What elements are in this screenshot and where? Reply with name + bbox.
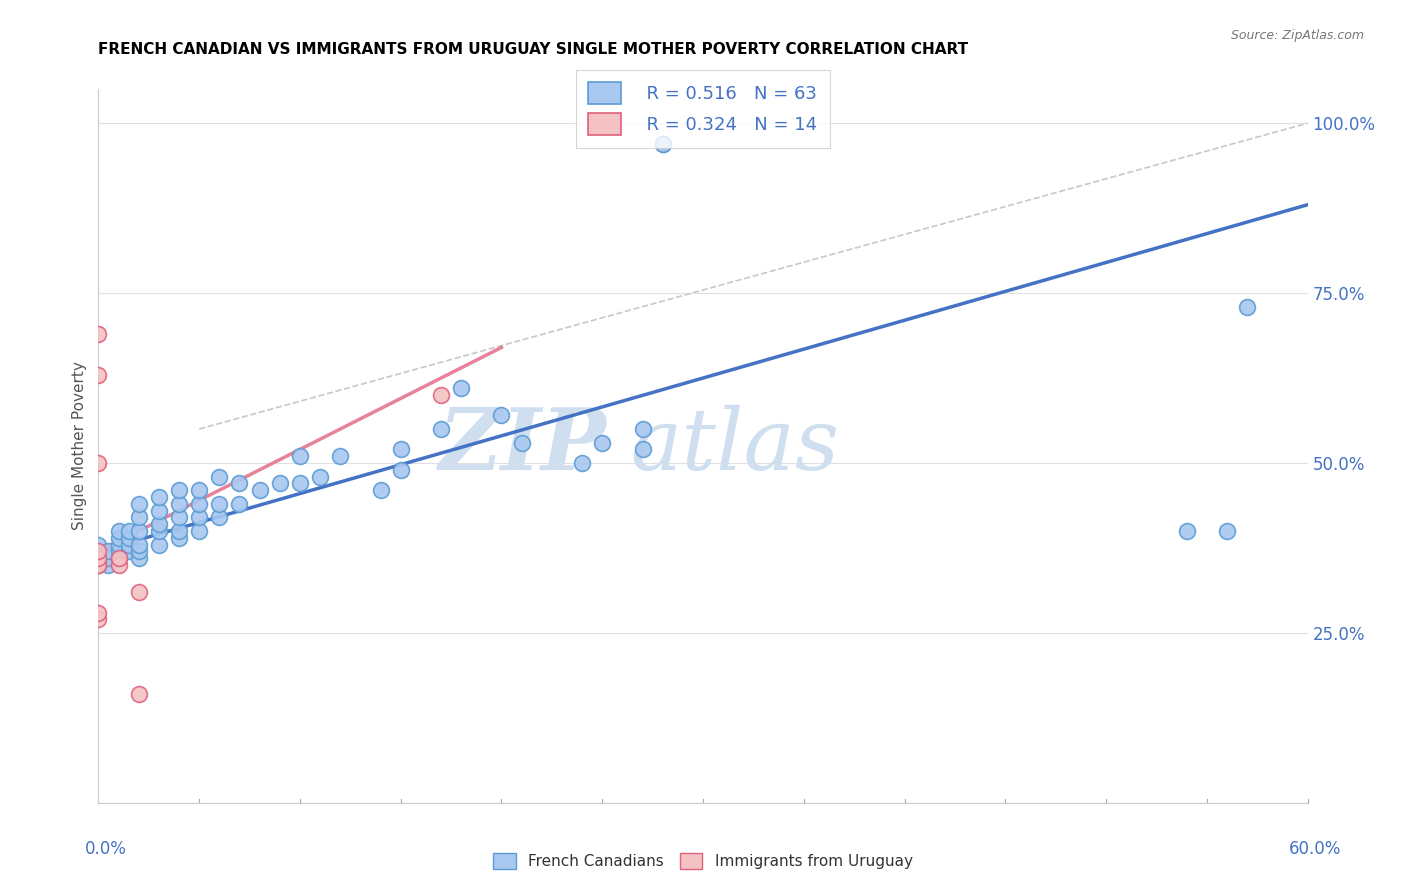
Point — [188, 483, 211, 498]
Point — [370, 483, 392, 498]
Point — [148, 517, 170, 532]
Point — [1216, 524, 1239, 538]
Point — [128, 537, 150, 551]
Point — [87, 558, 110, 572]
Point — [107, 544, 129, 558]
Point — [491, 409, 513, 423]
Text: 0.0%: 0.0% — [84, 840, 127, 858]
Point — [651, 136, 673, 151]
Point — [128, 551, 150, 566]
Point — [107, 531, 129, 545]
Text: atlas: atlas — [630, 405, 839, 487]
Point — [148, 524, 170, 538]
Point — [188, 510, 211, 524]
Point — [97, 558, 120, 572]
Point — [87, 551, 110, 566]
Point — [510, 435, 533, 450]
Point — [188, 497, 211, 511]
Point — [128, 585, 150, 599]
Point — [288, 476, 311, 491]
Point — [107, 524, 129, 538]
Point — [118, 537, 141, 551]
Point — [87, 544, 110, 558]
Point — [128, 524, 150, 538]
Point — [107, 551, 129, 566]
Point — [87, 456, 110, 470]
Point — [450, 381, 472, 395]
Point — [167, 524, 190, 538]
Point — [128, 687, 150, 701]
Point — [389, 442, 412, 457]
Point — [87, 368, 110, 382]
Point — [591, 435, 613, 450]
Point — [87, 558, 110, 572]
Point — [651, 136, 673, 151]
Point — [571, 456, 593, 470]
Point — [87, 326, 110, 341]
Point — [1175, 524, 1198, 538]
Point — [167, 531, 190, 545]
Text: 60.0%: 60.0% — [1288, 840, 1341, 858]
Point — [249, 483, 271, 498]
Point — [87, 558, 110, 572]
Point — [87, 612, 110, 626]
Point — [430, 422, 453, 436]
Point — [148, 537, 170, 551]
Point — [389, 463, 412, 477]
Point — [97, 544, 120, 558]
Point — [128, 510, 150, 524]
Point — [87, 606, 110, 620]
Point — [269, 476, 291, 491]
Point — [118, 544, 141, 558]
Point — [128, 544, 150, 558]
Point — [167, 497, 190, 511]
Point — [118, 524, 141, 538]
Point — [107, 551, 129, 566]
Point — [148, 490, 170, 504]
Legend: French Canadians, Immigrants from Uruguay: French Canadians, Immigrants from Urugua… — [488, 847, 918, 875]
Point — [631, 442, 654, 457]
Point — [329, 449, 352, 463]
Point — [87, 544, 110, 558]
Point — [148, 503, 170, 517]
Point — [107, 537, 129, 551]
Point — [128, 497, 150, 511]
Point — [87, 537, 110, 551]
Point — [309, 469, 332, 483]
Point — [97, 551, 120, 566]
Y-axis label: Single Mother Poverty: Single Mother Poverty — [72, 361, 87, 531]
Point — [118, 531, 141, 545]
Point — [1236, 300, 1258, 314]
Point — [228, 476, 250, 491]
Text: ZIP: ZIP — [439, 404, 606, 488]
Point — [188, 524, 211, 538]
Point — [167, 483, 190, 498]
Point — [208, 469, 231, 483]
Point — [208, 497, 231, 511]
Legend:   R = 0.516   N = 63,   R = 0.324   N = 14: R = 0.516 N = 63, R = 0.324 N = 14 — [576, 70, 830, 148]
Point — [430, 388, 453, 402]
Text: Source: ZipAtlas.com: Source: ZipAtlas.com — [1230, 29, 1364, 42]
Point — [87, 551, 110, 566]
Text: FRENCH CANADIAN VS IMMIGRANTS FROM URUGUAY SINGLE MOTHER POVERTY CORRELATION CHA: FRENCH CANADIAN VS IMMIGRANTS FROM URUGU… — [98, 42, 969, 57]
Point — [208, 510, 231, 524]
Point — [288, 449, 311, 463]
Point — [631, 422, 654, 436]
Point — [228, 497, 250, 511]
Point — [167, 510, 190, 524]
Point — [107, 558, 129, 572]
